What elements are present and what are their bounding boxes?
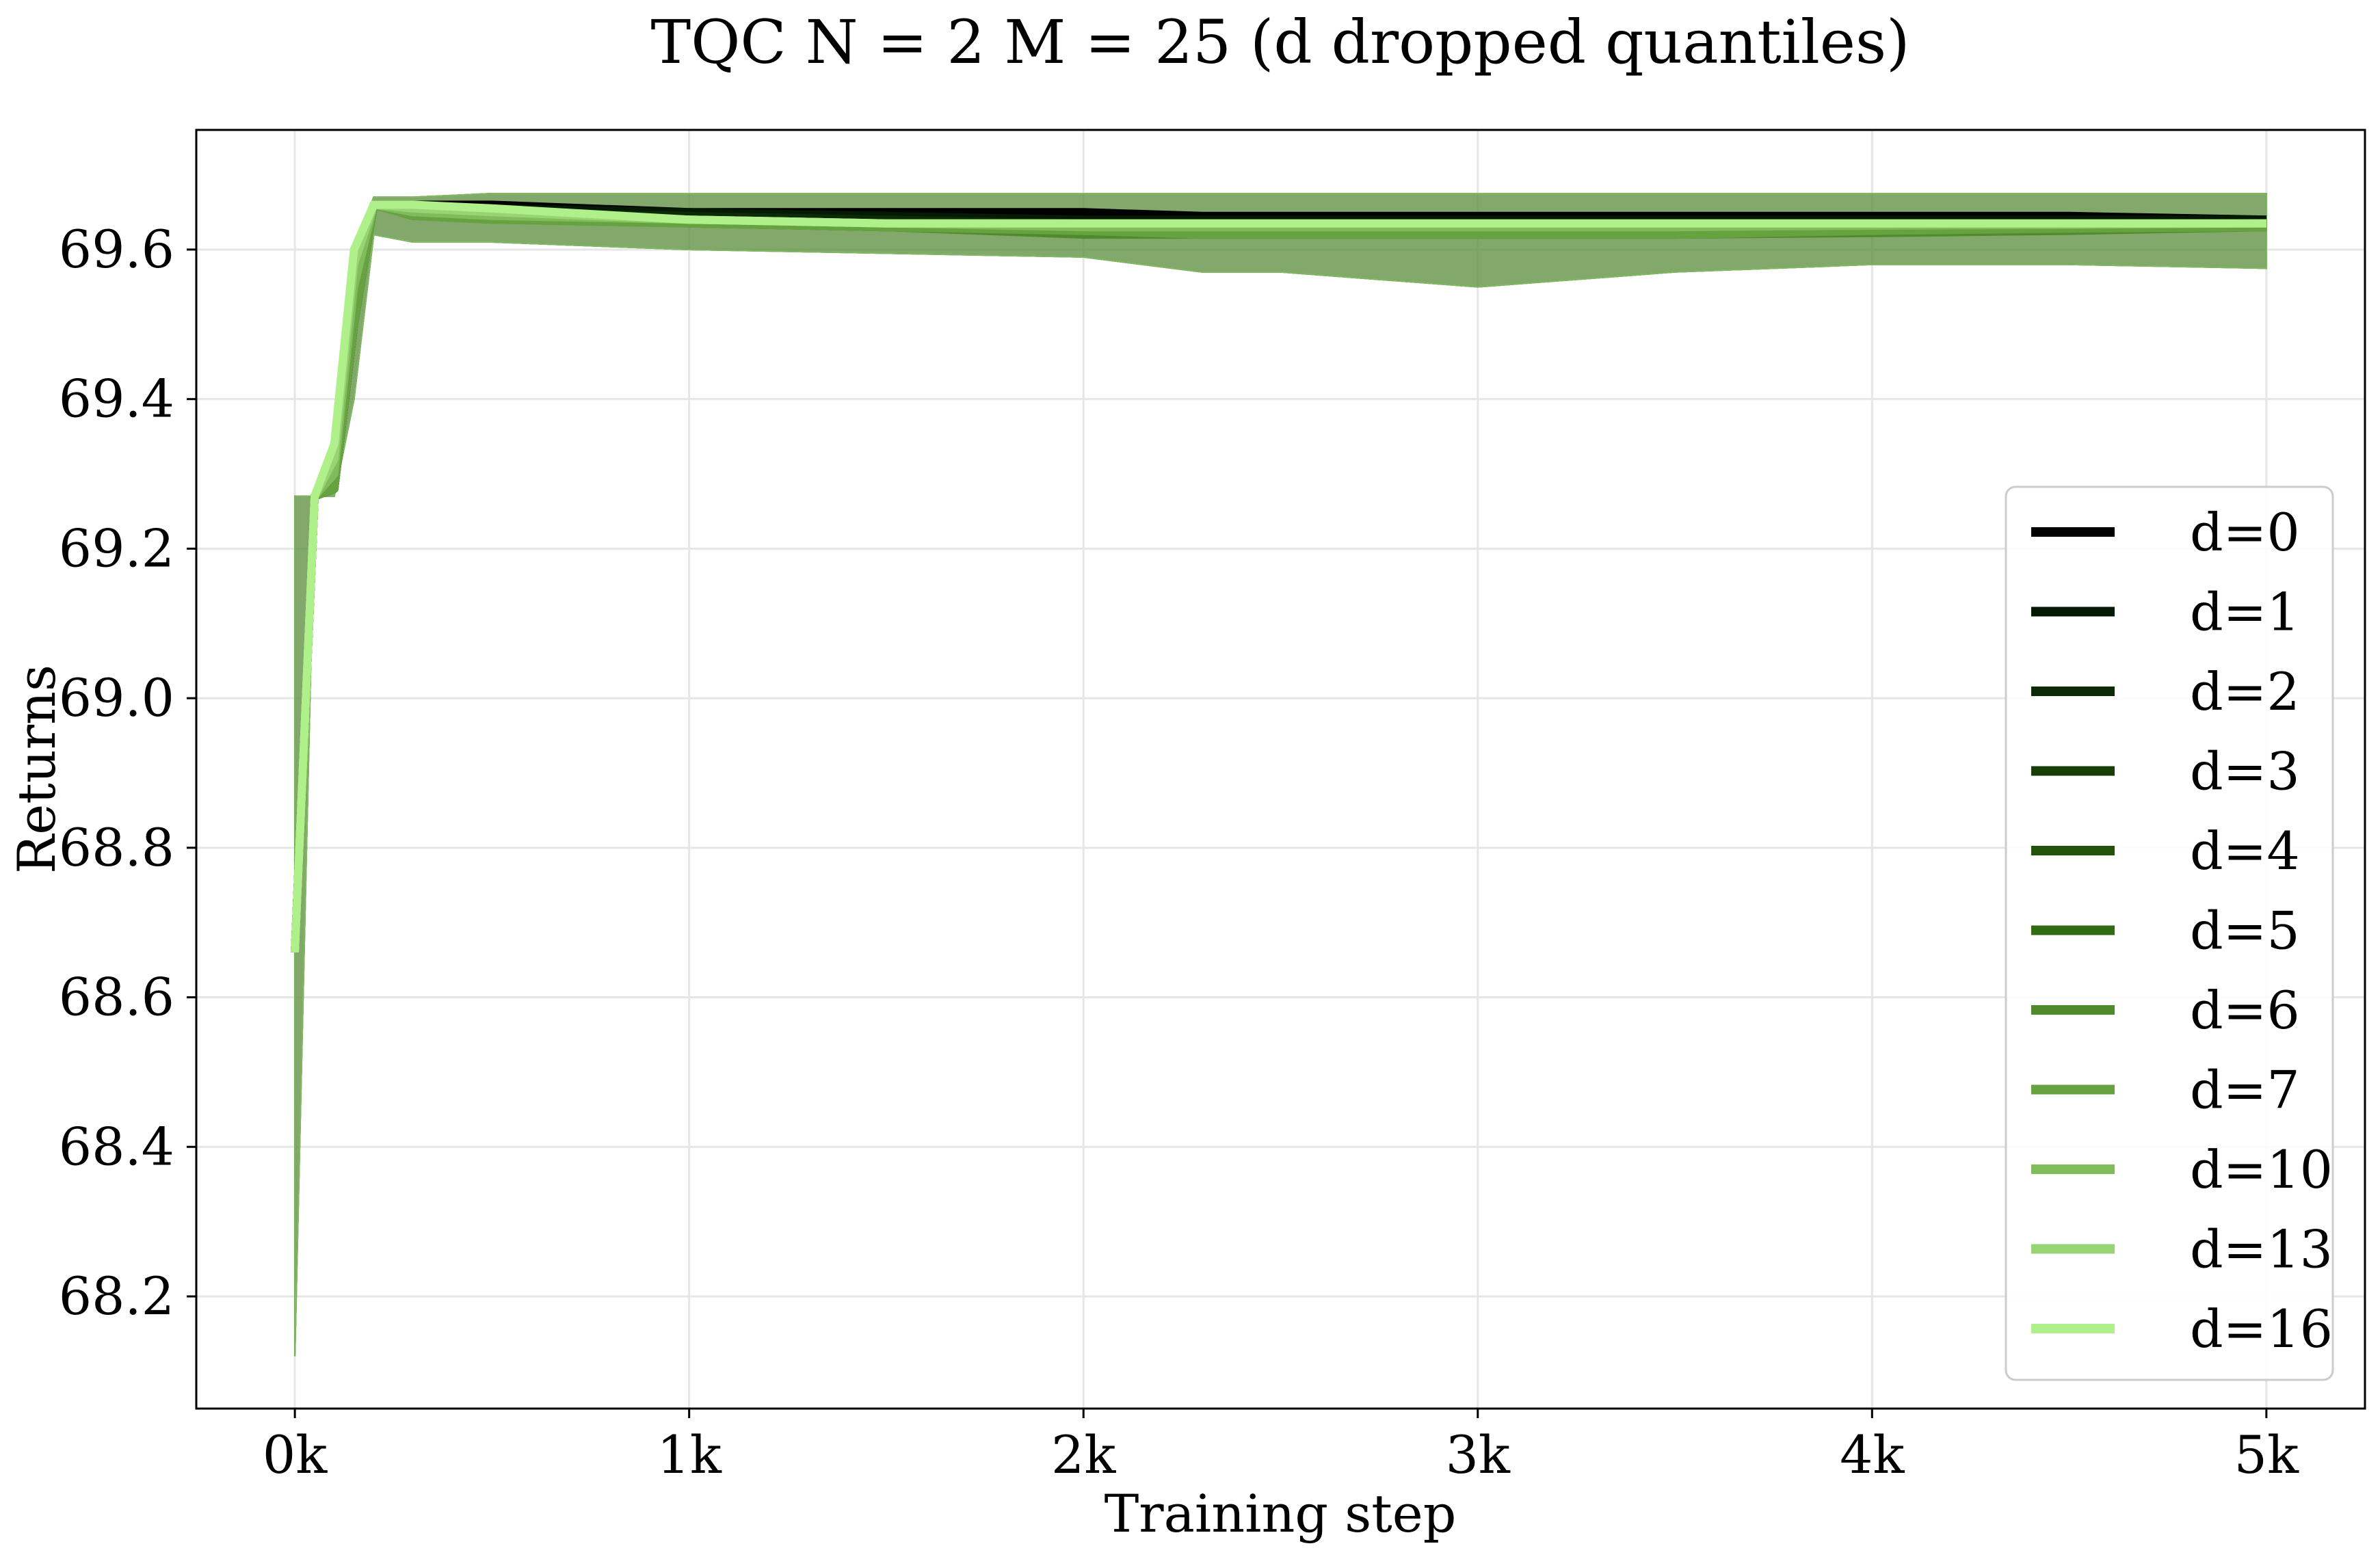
band-d=4 xyxy=(294,193,2267,1357)
legend-label-d=3: d=3 xyxy=(2190,741,2300,802)
legend: d=0 d=1 d=2 d=3 d=4 d=5 d=6 d=7 d=10 d=13 d=16 xyxy=(2005,485,2334,1381)
x-tick-label: 0k xyxy=(263,1424,328,1485)
y-tick-label: 68.2 xyxy=(59,1266,174,1327)
legend-label-d=6: d=6 xyxy=(2190,980,2300,1041)
series-line-d=16 xyxy=(291,200,2266,953)
legend-label-d=5: d=5 xyxy=(2190,901,2300,961)
series-lines xyxy=(291,200,2267,953)
legend-label-d=7: d=7 xyxy=(2190,1060,2300,1121)
band-d=7 xyxy=(294,193,2267,1357)
band-d=3 xyxy=(294,193,2267,1357)
legend-label-d=16: d=16 xyxy=(2190,1298,2333,1359)
legend-label-d=13: d=13 xyxy=(2190,1219,2333,1280)
y-tick-label: 69.6 xyxy=(59,219,174,280)
y-axis-label: Returns xyxy=(6,665,67,874)
y-tick-label: 68.4 xyxy=(59,1116,174,1177)
legend-label-d=4: d=4 xyxy=(2190,821,2300,881)
x-tick-label: 4k xyxy=(1840,1424,1905,1485)
band-d=16 xyxy=(294,193,2267,1357)
grid xyxy=(196,130,2365,1409)
x-tick-label: 5k xyxy=(2234,1424,2299,1485)
band-d=6 xyxy=(294,193,2267,1357)
x-tick-label: 2k xyxy=(1051,1424,1116,1485)
plot-frame xyxy=(195,129,2366,1410)
band-d=10 xyxy=(294,193,2267,1357)
band-d=13 xyxy=(294,193,2267,1357)
y-tick-label: 68.6 xyxy=(59,967,174,1028)
x-tick-label: 3k xyxy=(1446,1424,1511,1485)
confidence-bands xyxy=(294,193,2267,1357)
chart-title: TQC N = 2 M = 25 (d dropped quantiles) xyxy=(651,7,1910,77)
legend-label-d=2: d=2 xyxy=(2190,661,2300,722)
y-tick-label: 69.0 xyxy=(59,667,174,728)
x-axis-label: Training step xyxy=(1105,1483,1457,1544)
legend-box xyxy=(2005,485,2334,1381)
y-tick-label: 69.2 xyxy=(59,518,174,578)
band-d=1 xyxy=(294,193,2267,1357)
legend-label-d=0: d=0 xyxy=(2190,502,2300,563)
legend-label-d=10: d=10 xyxy=(2190,1139,2333,1200)
band-d=5 xyxy=(294,193,2267,1357)
band-d=2 xyxy=(294,193,2267,1357)
ticks: 0k 1k 2k 3k 4k 5k 68.2 68.4 68.6 68.8 69.0 69.2 69.4… xyxy=(59,219,2299,1485)
x-tick-label: 1k xyxy=(657,1424,722,1485)
legend-label-d=1: d=1 xyxy=(2190,582,2300,643)
y-tick-label: 69.4 xyxy=(59,369,174,429)
band-d=0 xyxy=(294,193,2267,1357)
y-tick-label: 68.8 xyxy=(59,817,174,878)
